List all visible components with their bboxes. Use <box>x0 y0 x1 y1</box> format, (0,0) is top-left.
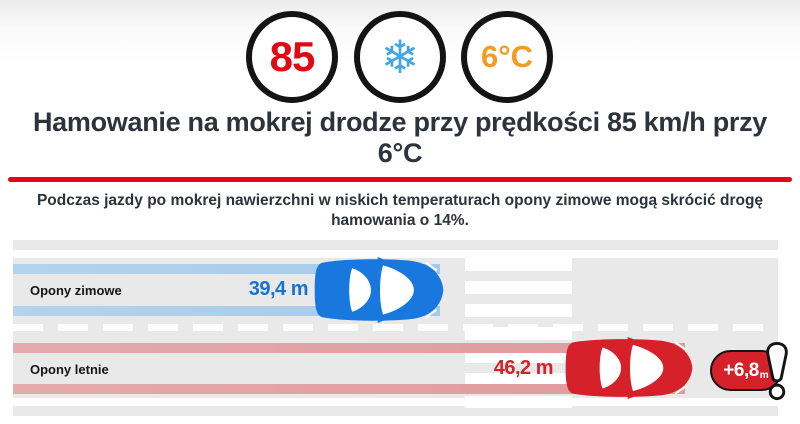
page-title: Hamowanie na mokrej drodze przy prędkośc… <box>0 107 800 169</box>
winter-bar-stripe-top <box>13 264 440 274</box>
snowflake-icon: ❄ <box>380 30 420 84</box>
road-edge-line-top <box>13 250 778 258</box>
road-edge-line-bottom <box>13 398 778 406</box>
speed-value: 85 <box>269 33 316 80</box>
temperature-badge: 6°C <box>461 11 553 103</box>
red-divider <box>8 177 792 182</box>
subtitle-line1: Podczas jazdy po mokrej nawierzchni w ni… <box>36 192 764 209</box>
summer-distance-value: 46,2 m <box>493 357 554 379</box>
lane-divider-dashes <box>13 324 778 331</box>
page-title-line1: Hamowanie na mokrej drodze przy prędkośc… <box>32 107 768 137</box>
summer-bar-stripe-bottom <box>13 384 685 394</box>
summer-car-icon <box>565 337 693 399</box>
road-chart: Opony zimowe Opony letnie 39,4 m 46,2 m <box>13 240 788 416</box>
winter-bar-stripe-bottom <box>13 306 440 316</box>
temperature-value: 6°C <box>480 39 534 74</box>
winter-row-label: Opony zimowe <box>30 283 122 298</box>
subtitle-line2: hamowania o 14%. <box>331 212 469 229</box>
exclamation-icon <box>766 341 788 401</box>
zebra-crossing <box>465 258 572 408</box>
subtitle: Podczas jazdy po mokrej nawierzchni w ni… <box>0 191 800 231</box>
winter-distance-value: 39,4 m <box>248 278 309 300</box>
summer-bar-stripe-top <box>13 343 685 353</box>
summer-row-label: Opony letnie <box>30 362 109 377</box>
page-title-line2: 6°C <box>377 138 423 168</box>
top-banner: 85 ❄ 6°C <box>0 0 800 107</box>
extra-distance-badge: +6,8 m <box>710 350 782 391</box>
winter-car-icon <box>314 257 444 323</box>
speed-limit-badge: 85 <box>246 11 338 103</box>
winter-badge: ❄ <box>354 11 446 103</box>
extra-distance-unit: m <box>759 370 769 381</box>
extra-distance-value: +6,8 <box>723 359 759 381</box>
